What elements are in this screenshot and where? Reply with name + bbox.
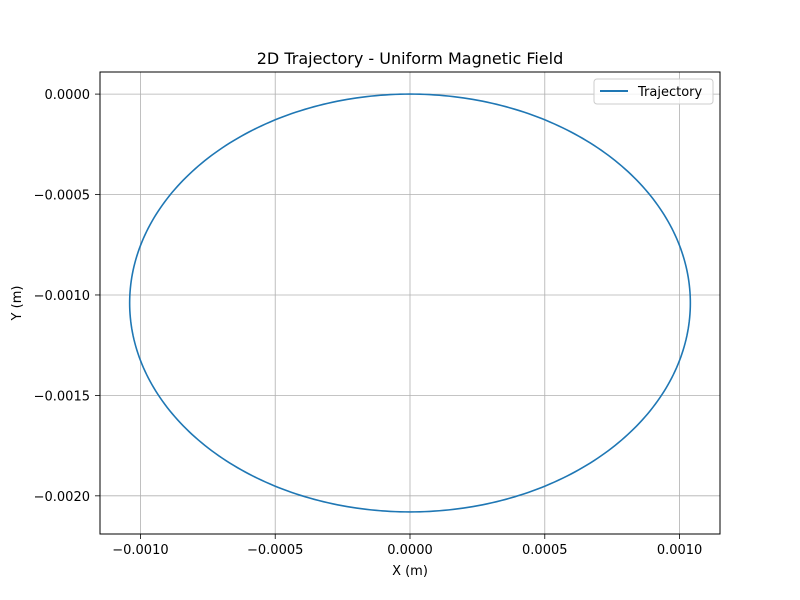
series-layer [128,93,692,513]
series-line-trajectory [128,93,692,513]
x-axis-ticks: −0.0010 −0.0005 0.0000 0.0005 0.0010 [112,534,702,558]
legend-label-trajectory: Trajectory [637,85,702,100]
x-tick-label: −0.0005 [247,543,303,558]
y-tick-label: −0.0005 [34,189,90,204]
y-tick-label: −0.0020 [34,490,90,505]
y-tick-label: 0.0000 [45,88,91,103]
x-tick-label: −0.0010 [112,543,168,558]
y-tick-label: −0.0015 [34,389,90,404]
grid [100,72,720,534]
x-tick-label: 0.0010 [657,543,703,558]
plot-area: −0.0010 −0.0005 0.0000 0.0005 0.0010 0.0000−… [34,71,721,558]
y-axis-label: Y (m) [10,286,25,322]
y-axis-ticks: 0.0000 −0.0005 −0.0010 −0.0015 −0.0020 [34,88,100,505]
chart-title: 2D Trajectory - Uniform Magnetic Field [257,49,564,68]
x-axis-label: X (m) [392,564,428,579]
y-tick-label: −0.0010 [34,289,90,304]
x-tick-label: 0.0000 [387,543,433,558]
legend-box [593,78,714,105]
legend: Trajectory [593,78,714,105]
x-tick-label: 0.0005 [522,543,568,558]
